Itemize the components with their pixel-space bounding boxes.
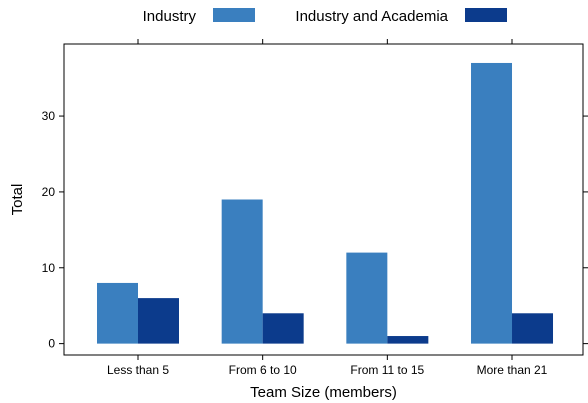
x-tick-label-0: Less than 5 [107, 363, 169, 377]
x-axis: Less than 5 From 6 to 10 From 11 to 15 More… [107, 39, 548, 377]
legend-swatch-1 [465, 8, 507, 22]
x-axis-title: Team Size (members) [250, 384, 397, 401]
y-tick-label-2: 20 [42, 185, 56, 199]
bar-industry-3 [471, 62, 513, 344]
bar-industry-academia-0 [138, 298, 179, 344]
x-tick-label-3: More than 21 [477, 363, 548, 377]
bar-industry-academia-3 [512, 313, 554, 344]
plot-frame [63, 43, 584, 356]
y-tick-label-0: 0 [48, 337, 55, 351]
bar-industry-2 [346, 252, 388, 344]
y-axis-title: Total [9, 184, 26, 216]
bars [97, 62, 554, 344]
y-axis: 0 10 20 30 [42, 109, 588, 351]
bar-industry-0 [97, 282, 138, 344]
legend-label-0: Industry [143, 8, 197, 25]
y-tick-label-1: 10 [42, 261, 56, 275]
x-tick-label-1: From 6 to 10 [229, 363, 297, 377]
bar-industry-academia-1 [262, 313, 304, 344]
bar-industry-academia-2 [387, 336, 429, 344]
y-tick-label-3: 30 [42, 109, 56, 123]
legend: Industry Industry and Academia [143, 8, 507, 25]
bar-industry-1 [221, 199, 263, 344]
legend-label-1: Industry and Academia [295, 8, 448, 25]
legend-swatch-0 [213, 8, 255, 22]
x-tick-label-2: From 11 to 15 [350, 363, 424, 377]
